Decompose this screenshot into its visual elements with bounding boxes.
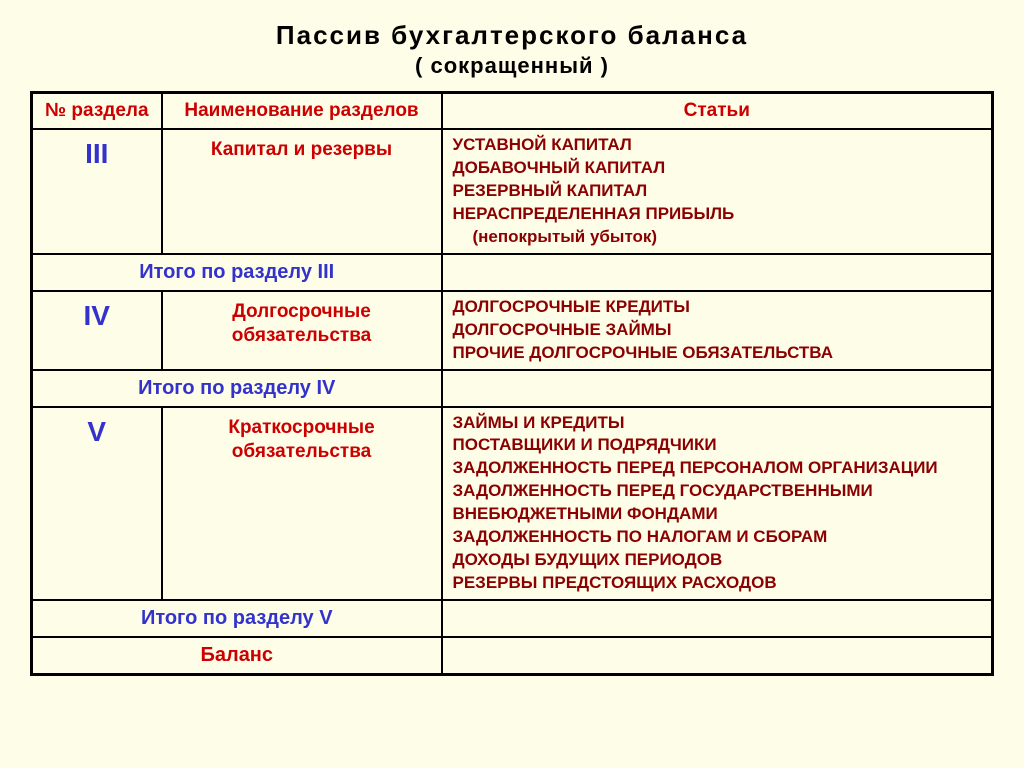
- subtotal-empty-5: [442, 600, 993, 637]
- section-row-4: IV Долгосрочные обязательства Долгосрочн…: [32, 291, 993, 370]
- article: Займы и кредиты: [453, 412, 982, 435]
- page-title: Пассив бухгалтерского баланса: [30, 20, 994, 51]
- section-articles-3: Уставной капитал Добавочный капитал Резе…: [442, 129, 993, 254]
- balance-label: Баланс: [32, 637, 442, 675]
- article: Доходы будущих периодов: [453, 549, 982, 572]
- section-articles-5: Займы и кредиты Поставщики и подрядчики …: [442, 407, 993, 601]
- subtotal-row-3: Итого по разделу III: [32, 254, 993, 291]
- section-num-5: V: [32, 407, 162, 601]
- article: Долгосрочные займы: [453, 319, 982, 342]
- section-row-5: V Краткосрочные обязательства Займы и кр…: [32, 407, 993, 601]
- header-col-name: Наименование разделов: [162, 93, 442, 130]
- header-col-num: № раздела: [32, 93, 162, 130]
- article: Добавочный капитал: [453, 157, 982, 180]
- section-name-3: Капитал и резервы: [162, 129, 442, 254]
- subtotal-label-3: Итого по разделу III: [32, 254, 442, 291]
- article: Уставной капитал: [453, 134, 982, 157]
- article: Задолженность по налогам и сборам: [453, 526, 982, 549]
- subtotal-row-4: Итого по разделу IV: [32, 370, 993, 407]
- article: Долгосрочные кредиты: [453, 296, 982, 319]
- header-col-articles: Статьи: [442, 93, 993, 130]
- subtotal-label-4: Итого по разделу IV: [32, 370, 442, 407]
- section-num-3: III: [32, 129, 162, 254]
- balance-table: № раздела Наименование разделов Статьи I…: [30, 91, 994, 676]
- article: Нераспределенная прибыль: [453, 203, 982, 226]
- page-subtitle: ( сокращенный ): [30, 53, 994, 79]
- article: Резервный капитал: [453, 180, 982, 203]
- article: Резервы предстоящих расходов: [453, 572, 982, 595]
- section-name-4: Долгосрочные обязательства: [162, 291, 442, 370]
- article: Прочие долгосрочные обязательства: [453, 342, 982, 365]
- article: Задолженность перед государственными вне…: [453, 480, 982, 526]
- section-row-3: III Капитал и резервы Уставной капитал Д…: [32, 129, 993, 254]
- header-row: № раздела Наименование разделов Статьи: [32, 93, 993, 130]
- subtotal-label-5: Итого по разделу V: [32, 600, 442, 637]
- article: Задолженность перед персоналом организац…: [453, 457, 982, 480]
- section-name-5: Краткосрочные обязательства: [162, 407, 442, 601]
- section-num-4: IV: [32, 291, 162, 370]
- balance-row: Баланс: [32, 637, 993, 675]
- article-extra: (непокрытый убыток): [453, 226, 982, 249]
- subtotal-empty-3: [442, 254, 993, 291]
- subtotal-row-5: Итого по разделу V: [32, 600, 993, 637]
- balance-empty: [442, 637, 993, 675]
- section-articles-4: Долгосрочные кредиты Долгосрочные займы …: [442, 291, 993, 370]
- subtotal-empty-4: [442, 370, 993, 407]
- article: Поставщики и подрядчики: [453, 434, 982, 457]
